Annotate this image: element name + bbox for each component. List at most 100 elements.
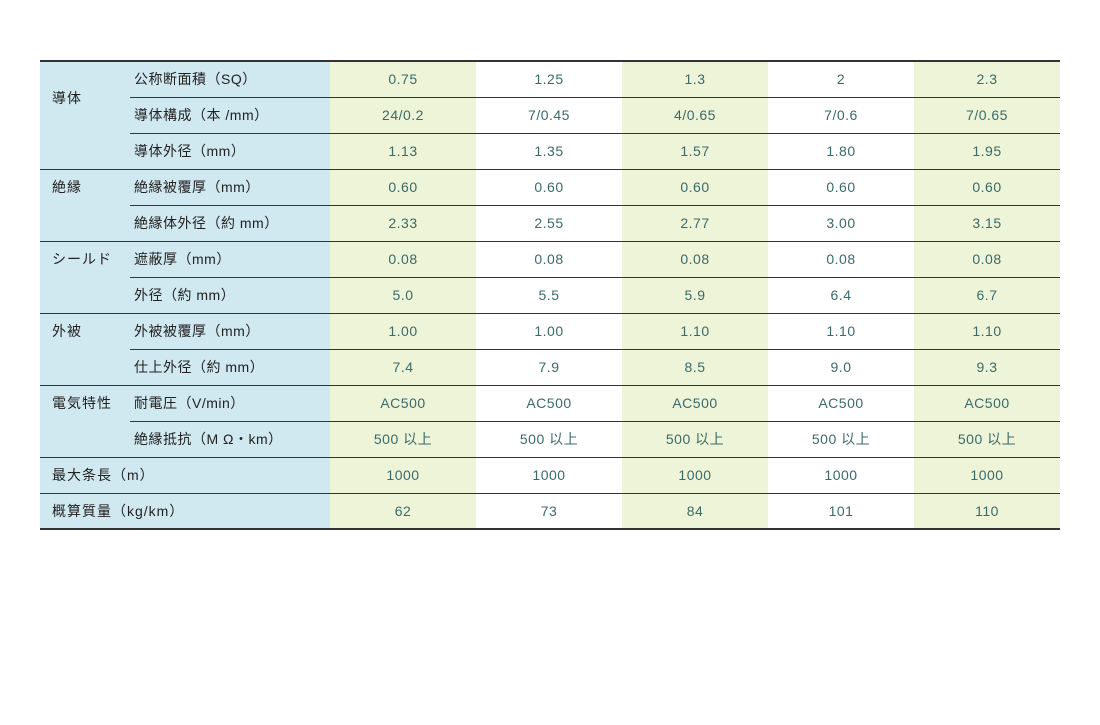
table-row: 絶縁体外径（約 mm） 2.33 2.55 2.77 3.00 3.15 xyxy=(40,205,1060,241)
value-cell: 24/0.2 xyxy=(330,97,476,133)
value-cell: 7/0.65 xyxy=(914,97,1060,133)
value-cell: 6.7 xyxy=(914,277,1060,313)
value-cell: 9.0 xyxy=(768,349,914,385)
value-cell: 1.57 xyxy=(622,133,768,169)
value-cell: 3.15 xyxy=(914,205,1060,241)
value-cell: 7.9 xyxy=(476,349,622,385)
table-row: シールド 遮蔽厚（mm） 0.08 0.08 0.08 0.08 0.08 xyxy=(40,241,1060,277)
value-cell: 1.00 xyxy=(330,313,476,349)
value-cell: 0.60 xyxy=(330,169,476,205)
value-cell: 110 xyxy=(914,493,1060,529)
value-cell: 1.25 xyxy=(476,61,622,97)
label-cell: 外被被覆厚（mm） xyxy=(130,313,330,349)
value-cell: AC500 xyxy=(622,385,768,421)
table-row: 最大条長（m） 1000 1000 1000 1000 1000 xyxy=(40,457,1060,493)
value-cell: 2.3 xyxy=(914,61,1060,97)
value-cell: 1000 xyxy=(768,457,914,493)
value-cell: 500 以上 xyxy=(622,421,768,457)
value-cell: 0.75 xyxy=(330,61,476,97)
label-cell: 絶縁体外径（約 mm） xyxy=(130,205,330,241)
label-cell: 絶縁抵抗（M Ω・km） xyxy=(130,421,330,457)
value-cell: 0.60 xyxy=(476,169,622,205)
label-cell: 遮蔽厚（mm） xyxy=(130,241,330,277)
category-cell: シールド xyxy=(40,241,130,277)
value-cell: 2.55 xyxy=(476,205,622,241)
value-cell: 500 以上 xyxy=(914,421,1060,457)
category-cell-empty xyxy=(40,133,130,169)
value-cell: 0.60 xyxy=(768,169,914,205)
value-cell: 1.35 xyxy=(476,133,622,169)
value-cell: 1.3 xyxy=(622,61,768,97)
category-cell: 導体 xyxy=(40,61,130,133)
table-row: 外被 外被被覆厚（mm） 1.00 1.00 1.10 1.10 1.10 xyxy=(40,313,1060,349)
value-cell: 1.00 xyxy=(476,313,622,349)
value-cell: 62 xyxy=(330,493,476,529)
value-cell: AC500 xyxy=(914,385,1060,421)
label-cell: 公称断面積（SQ） xyxy=(130,61,330,97)
value-cell: 1.10 xyxy=(914,313,1060,349)
value-cell: 1.10 xyxy=(622,313,768,349)
value-cell: 1000 xyxy=(622,457,768,493)
category-cell-empty xyxy=(40,349,130,385)
table-row: 外径（約 mm） 5.0 5.5 5.9 6.4 6.7 xyxy=(40,277,1060,313)
category-cell: 絶縁 xyxy=(40,169,130,205)
value-cell: 7/0.6 xyxy=(768,97,914,133)
value-cell: 0.08 xyxy=(768,241,914,277)
value-cell: 500 以上 xyxy=(476,421,622,457)
value-cell: 0.60 xyxy=(914,169,1060,205)
value-cell: 2 xyxy=(768,61,914,97)
table-row: 仕上外径（約 mm） 7.4 7.9 8.5 9.0 9.3 xyxy=(40,349,1060,385)
value-cell: 500 以上 xyxy=(768,421,914,457)
value-cell: 5.9 xyxy=(622,277,768,313)
category-cell: 概算質量（kg/km） xyxy=(40,493,330,529)
value-cell: 6.4 xyxy=(768,277,914,313)
value-cell: 7/0.45 xyxy=(476,97,622,133)
value-cell: AC500 xyxy=(330,385,476,421)
table-row: 電気特性 耐電圧（V/min） AC500 AC500 AC500 AC500 … xyxy=(40,385,1060,421)
value-cell: AC500 xyxy=(476,385,622,421)
value-cell: 73 xyxy=(476,493,622,529)
value-cell: 2.77 xyxy=(622,205,768,241)
label-cell: 仕上外径（約 mm） xyxy=(130,349,330,385)
value-cell: 101 xyxy=(768,493,914,529)
table-row: 導体外径（mm） 1.13 1.35 1.57 1.80 1.95 xyxy=(40,133,1060,169)
label-cell: 耐電圧（V/min） xyxy=(130,385,330,421)
table-row: 絶縁抵抗（M Ω・km） 500 以上 500 以上 500 以上 500 以上… xyxy=(40,421,1060,457)
value-cell: 1.13 xyxy=(330,133,476,169)
value-cell: 1.80 xyxy=(768,133,914,169)
spec-table: 導体 公称断面積（SQ） 0.75 1.25 1.3 2 2.3 導体構成（本 … xyxy=(40,60,1060,530)
value-cell: 1000 xyxy=(476,457,622,493)
value-cell: 2.33 xyxy=(330,205,476,241)
value-cell: 0.08 xyxy=(330,241,476,277)
category-cell: 電気特性 xyxy=(40,385,130,421)
label-cell: 外径（約 mm） xyxy=(130,277,330,313)
label-cell: 導体外径（mm） xyxy=(130,133,330,169)
table-row: 導体構成（本 /mm） 24/0.2 7/0.45 4/0.65 7/0.6 7… xyxy=(40,97,1060,133)
category-cell: 外被 xyxy=(40,313,130,349)
label-cell: 導体構成（本 /mm） xyxy=(130,97,330,133)
label-cell: 絶縁被覆厚（mm） xyxy=(130,169,330,205)
value-cell: 4/0.65 xyxy=(622,97,768,133)
value-cell: 0.08 xyxy=(914,241,1060,277)
table-row: 導体 公称断面積（SQ） 0.75 1.25 1.3 2 2.3 xyxy=(40,61,1060,97)
category-cell-empty xyxy=(40,277,130,313)
value-cell: 5.5 xyxy=(476,277,622,313)
category-cell: 最大条長（m） xyxy=(40,457,330,493)
value-cell: 1.95 xyxy=(914,133,1060,169)
value-cell: 0.08 xyxy=(476,241,622,277)
value-cell: 0.60 xyxy=(622,169,768,205)
value-cell: 1000 xyxy=(330,457,476,493)
value-cell: 84 xyxy=(622,493,768,529)
category-cell-empty xyxy=(40,205,130,241)
value-cell: AC500 xyxy=(768,385,914,421)
value-cell: 7.4 xyxy=(330,349,476,385)
value-cell: 5.0 xyxy=(330,277,476,313)
value-cell: 1000 xyxy=(914,457,1060,493)
value-cell: 0.08 xyxy=(622,241,768,277)
value-cell: 3.00 xyxy=(768,205,914,241)
value-cell: 500 以上 xyxy=(330,421,476,457)
value-cell: 9.3 xyxy=(914,349,1060,385)
value-cell: 8.5 xyxy=(622,349,768,385)
table-row: 概算質量（kg/km） 62 73 84 101 110 xyxy=(40,493,1060,529)
value-cell: 1.10 xyxy=(768,313,914,349)
